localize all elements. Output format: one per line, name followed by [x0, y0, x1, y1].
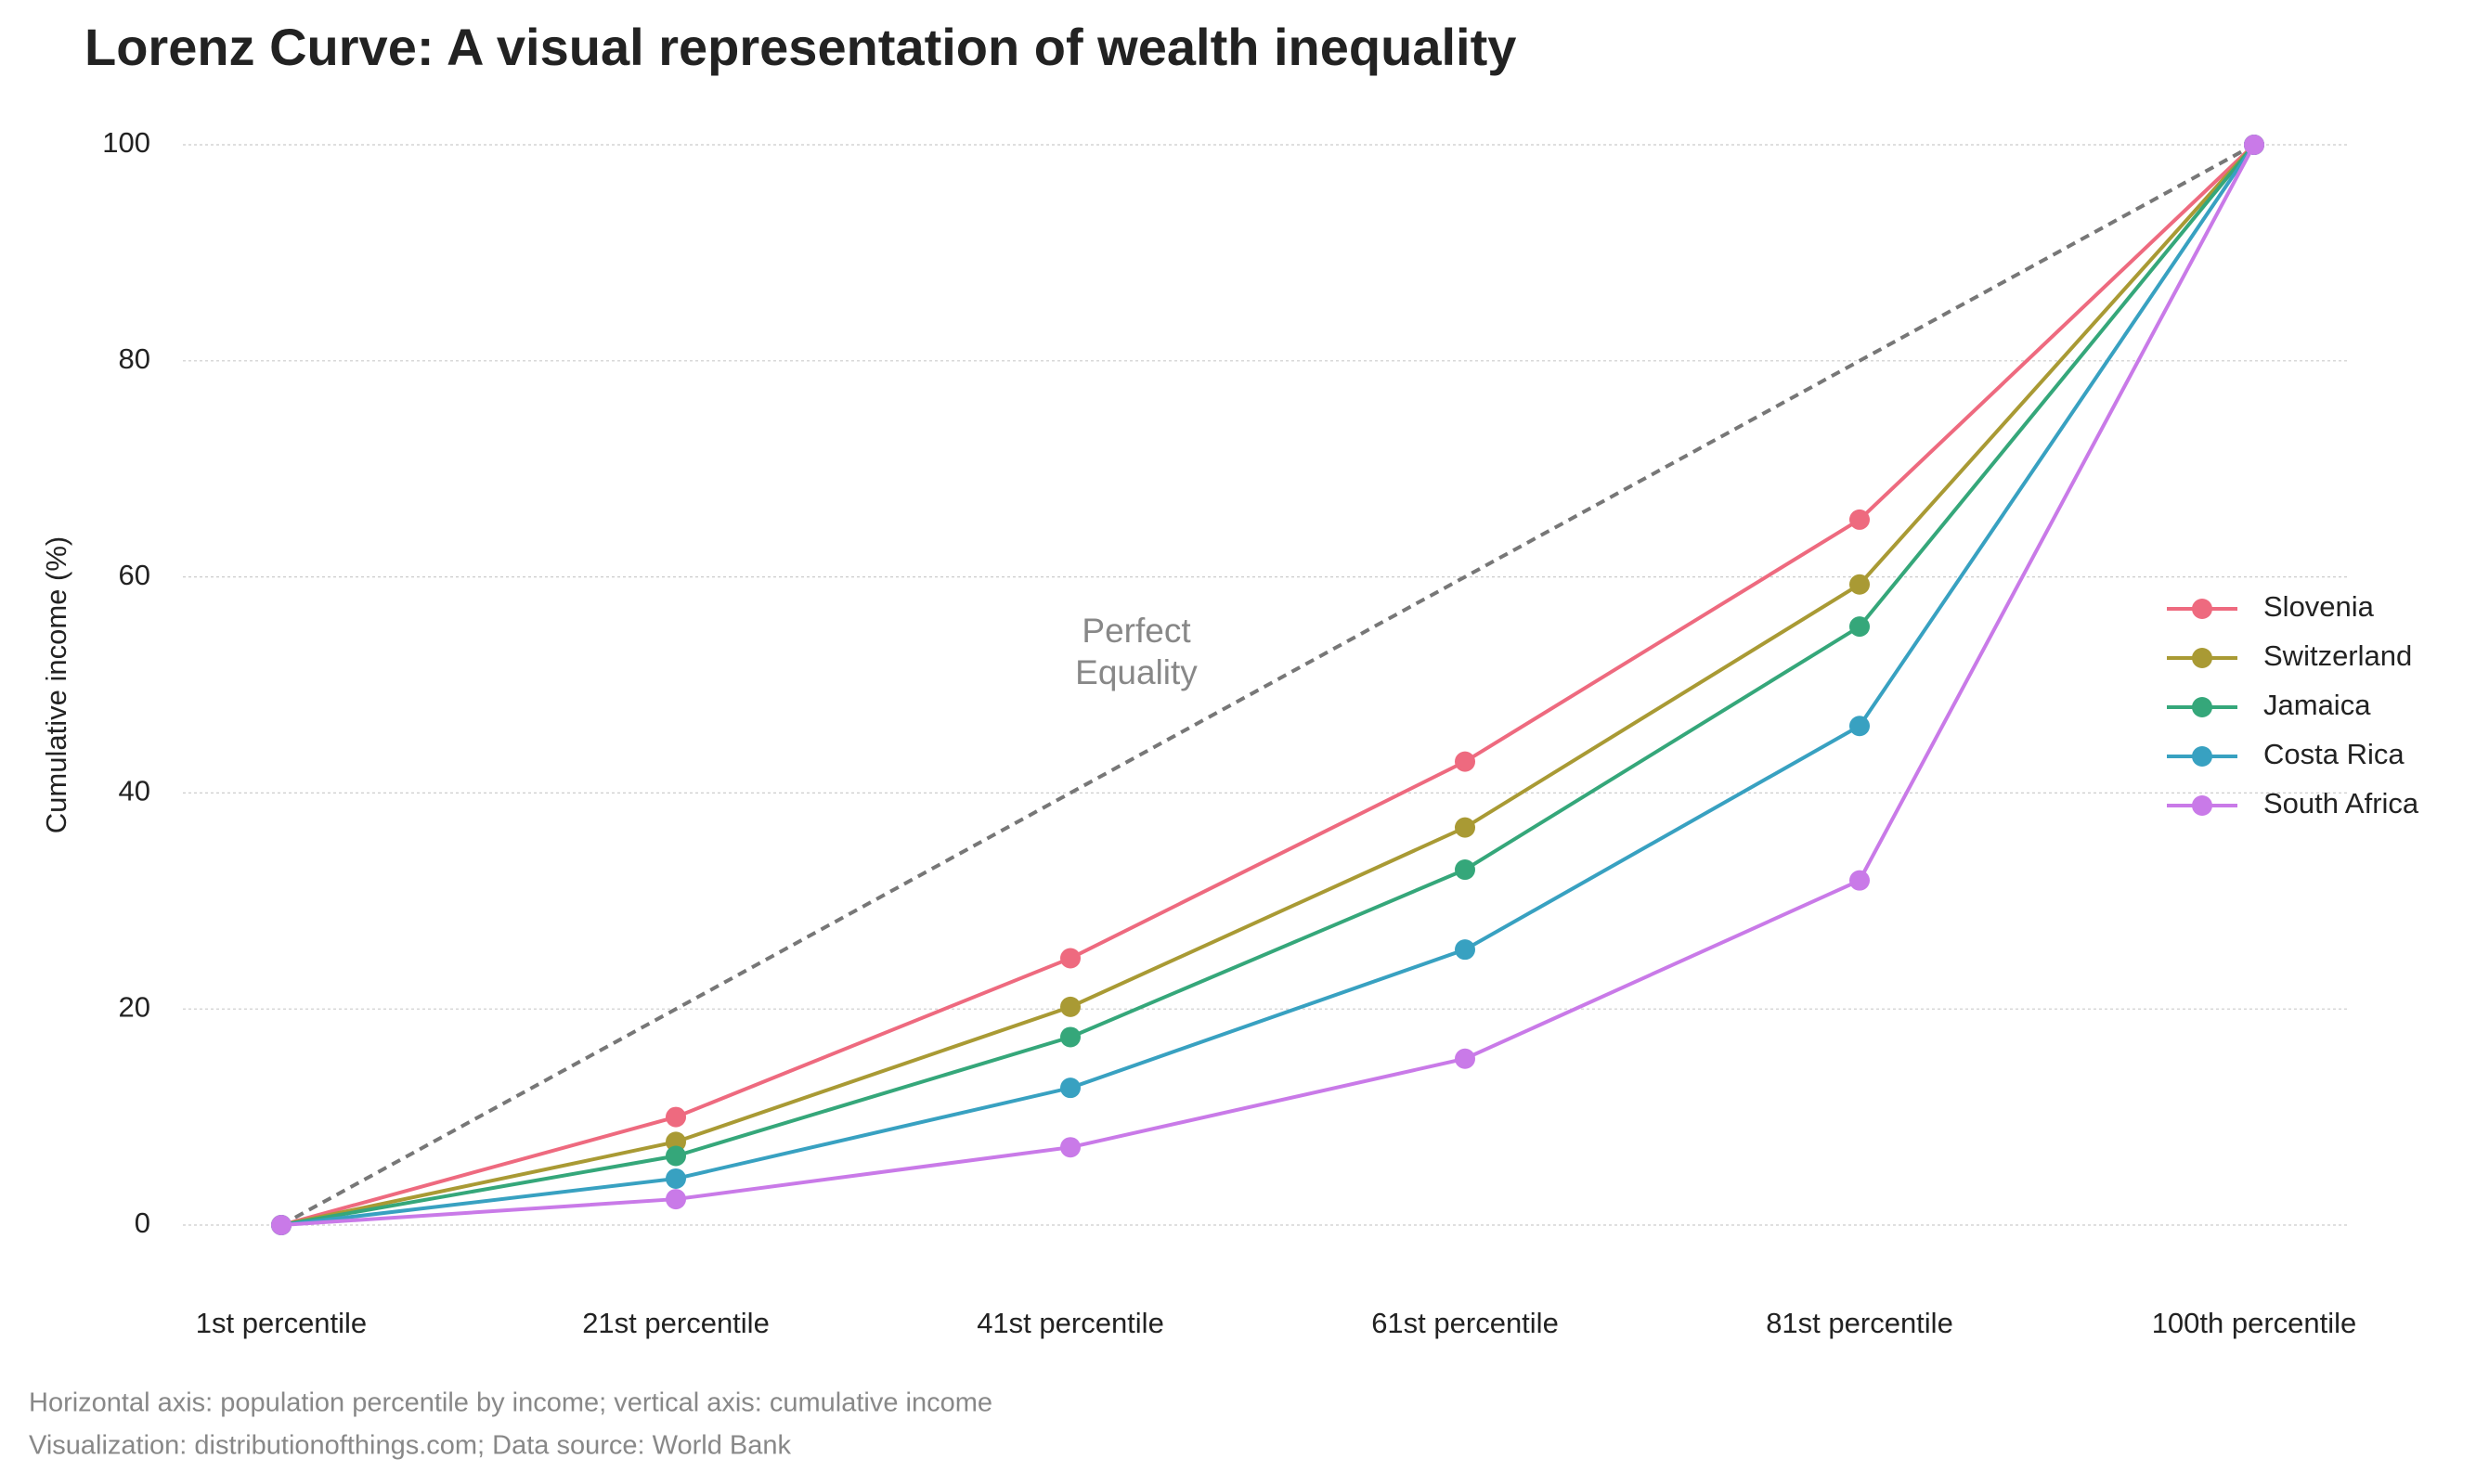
legend-marker	[2192, 795, 2212, 816]
chart-title: Lorenz Curve: A visual representation of…	[84, 18, 1516, 76]
point	[2244, 135, 2264, 155]
series-line	[280, 143, 2256, 1227]
point	[1849, 716, 1870, 737]
point	[1849, 509, 1870, 530]
legend-marker	[2192, 648, 2212, 668]
legend-label: Costa Rica	[2263, 738, 2405, 770]
point	[1060, 948, 1081, 969]
x-tick-label: 100th percentile	[2152, 1307, 2357, 1339]
x-tick-label: 1st percentile	[196, 1307, 367, 1339]
y-tick-label: 100	[102, 126, 150, 159]
point	[666, 1189, 686, 1210]
point	[1849, 870, 1870, 891]
point	[1060, 1078, 1081, 1099]
y-tick-label: 0	[135, 1207, 150, 1239]
point	[1849, 574, 1870, 595]
point	[666, 1145, 686, 1167]
x-tick-label: 21st percentile	[582, 1307, 770, 1339]
point	[1455, 1048, 1475, 1069]
x-tick-label: 81st percentile	[1766, 1307, 1953, 1339]
series-line	[280, 143, 2256, 1227]
point	[1060, 1026, 1081, 1048]
annotation: Equality	[1075, 653, 1198, 691]
legend-label: South Africa	[2263, 787, 2419, 819]
point	[1455, 939, 1475, 961]
legend-marker	[2192, 697, 2212, 717]
footnote: Visualization: distributionofthings.com;…	[29, 1431, 792, 1461]
y-tick-label: 60	[119, 559, 150, 591]
footnote: Horizontal axis: population percentile b…	[29, 1388, 992, 1418]
legend-label: Jamaica	[2263, 689, 2371, 721]
series-line	[280, 144, 2256, 1227]
series-line	[280, 143, 2256, 1227]
y-tick-label: 80	[119, 342, 150, 375]
x-tick-label: 61st percentile	[1371, 1307, 1559, 1339]
point	[666, 1131, 686, 1153]
point	[1849, 616, 1870, 638]
point	[1060, 1137, 1081, 1158]
point	[666, 1168, 686, 1189]
point	[1455, 859, 1475, 881]
point	[1455, 751, 1475, 772]
point	[666, 1106, 686, 1128]
annotation: Perfect	[1082, 612, 1191, 650]
y-tick-label: 20	[119, 990, 150, 1023]
y-axis-label: Cumulative income (%)	[40, 536, 72, 833]
point	[271, 1215, 292, 1235]
legend-label: Switzerland	[2263, 639, 2412, 672]
series-line	[280, 143, 2256, 1227]
point	[1455, 817, 1475, 838]
legend-label: Slovenia	[2263, 590, 2375, 623]
x-tick-label: 41st percentile	[977, 1307, 1164, 1339]
point	[1060, 996, 1081, 1017]
legend-marker	[2192, 599, 2212, 619]
legend-marker	[2192, 746, 2212, 767]
y-tick-label: 40	[119, 775, 150, 807]
equality-line	[280, 143, 2255, 1227]
